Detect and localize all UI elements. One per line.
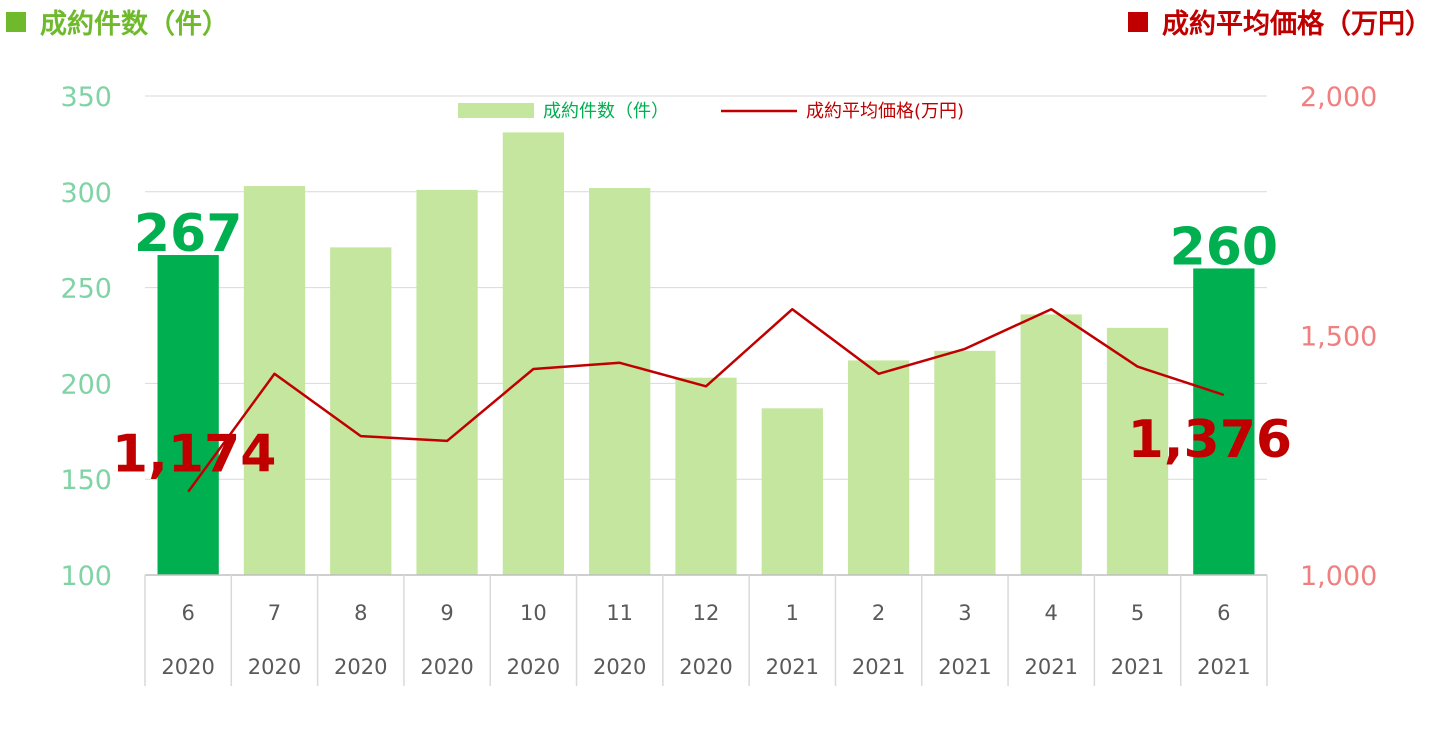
legend-bar-label: 成約件数（件） xyxy=(543,101,669,122)
green-square-icon xyxy=(6,11,26,32)
right-axis-title: 成約平均価格（万円） xyxy=(1128,2,1432,41)
year-label: 2020 xyxy=(161,655,214,679)
line-value-label: 1,376 xyxy=(1128,410,1292,470)
left-y-axis: 100 150 200 250 300 350 xyxy=(60,82,112,592)
bar xyxy=(243,186,306,575)
year-label: 2020 xyxy=(334,655,387,679)
right-tick-label: 2,000 xyxy=(1300,82,1377,113)
bar xyxy=(1020,314,1082,575)
month-label: 5 xyxy=(1131,601,1144,625)
x-axis-table: 6202072020820209202010202011202012202012… xyxy=(144,574,1268,686)
bar xyxy=(934,350,996,575)
year-label: 2020 xyxy=(679,655,732,679)
month-label: 6 xyxy=(181,601,194,625)
year-label: 2021 xyxy=(1025,655,1078,679)
bar-value-label: 260 xyxy=(1170,217,1279,277)
bar xyxy=(416,189,478,575)
bar xyxy=(330,247,392,575)
left-axis-title: 成約件数（件） xyxy=(6,2,229,41)
left-tick-label: 350 xyxy=(60,82,112,113)
left-axis-title-text: 成約件数（件） xyxy=(40,9,229,40)
month-label: 10 xyxy=(520,601,547,625)
left-tick-label: 100 xyxy=(60,561,112,592)
year-label: 2020 xyxy=(593,655,646,679)
bar xyxy=(1106,327,1169,575)
right-tick-label: 1,000 xyxy=(1300,561,1377,592)
month-label: 8 xyxy=(354,601,367,625)
line-value-label: 1,174 xyxy=(112,425,276,485)
bar xyxy=(589,187,651,575)
left-tick-label: 150 xyxy=(60,465,112,496)
legend-line-label: 成約平均価格(万円) xyxy=(806,101,964,122)
left-tick-label: 200 xyxy=(60,369,112,400)
month-label: 6 xyxy=(1217,601,1230,625)
bar xyxy=(675,377,737,575)
bar xyxy=(502,132,565,576)
year-label: 2021 xyxy=(766,655,819,679)
year-label: 2021 xyxy=(938,655,991,679)
year-label: 2020 xyxy=(507,655,560,679)
month-label: 1 xyxy=(786,601,799,625)
right-axis-title-text: 成約平均価格（万円） xyxy=(1162,9,1432,40)
bar xyxy=(761,408,823,575)
right-tick-label: 1,500 xyxy=(1300,322,1377,353)
bar-value-label: 267 xyxy=(134,204,243,264)
month-label: 3 xyxy=(958,601,971,625)
chart-legend: 成約件数（件） 成約平均価格(万円) xyxy=(458,101,964,122)
year-label: 2021 xyxy=(852,655,905,679)
year-label: 2021 xyxy=(1197,655,1250,679)
left-tick-label: 300 xyxy=(60,178,112,209)
red-square-icon xyxy=(1128,11,1148,32)
right-y-axis: 1,000 1,500 2,000 xyxy=(1300,82,1377,592)
month-label: 12 xyxy=(693,601,720,625)
month-label: 2 xyxy=(872,601,885,625)
bar xyxy=(1193,268,1255,575)
year-label: 2020 xyxy=(420,655,473,679)
month-label: 4 xyxy=(1045,601,1058,625)
legend-bar-swatch xyxy=(458,103,534,118)
month-label: 9 xyxy=(440,601,453,625)
line-series xyxy=(187,307,1225,493)
annotations: 267 260 1,174 1,376 xyxy=(112,204,1292,485)
bar xyxy=(157,255,219,575)
bar xyxy=(847,360,910,575)
month-label: 11 xyxy=(606,601,633,625)
bar-series xyxy=(157,132,1255,576)
year-label: 2021 xyxy=(1111,655,1164,679)
month-label: 7 xyxy=(268,601,281,625)
left-tick-label: 250 xyxy=(60,274,112,305)
year-label: 2020 xyxy=(248,655,301,679)
